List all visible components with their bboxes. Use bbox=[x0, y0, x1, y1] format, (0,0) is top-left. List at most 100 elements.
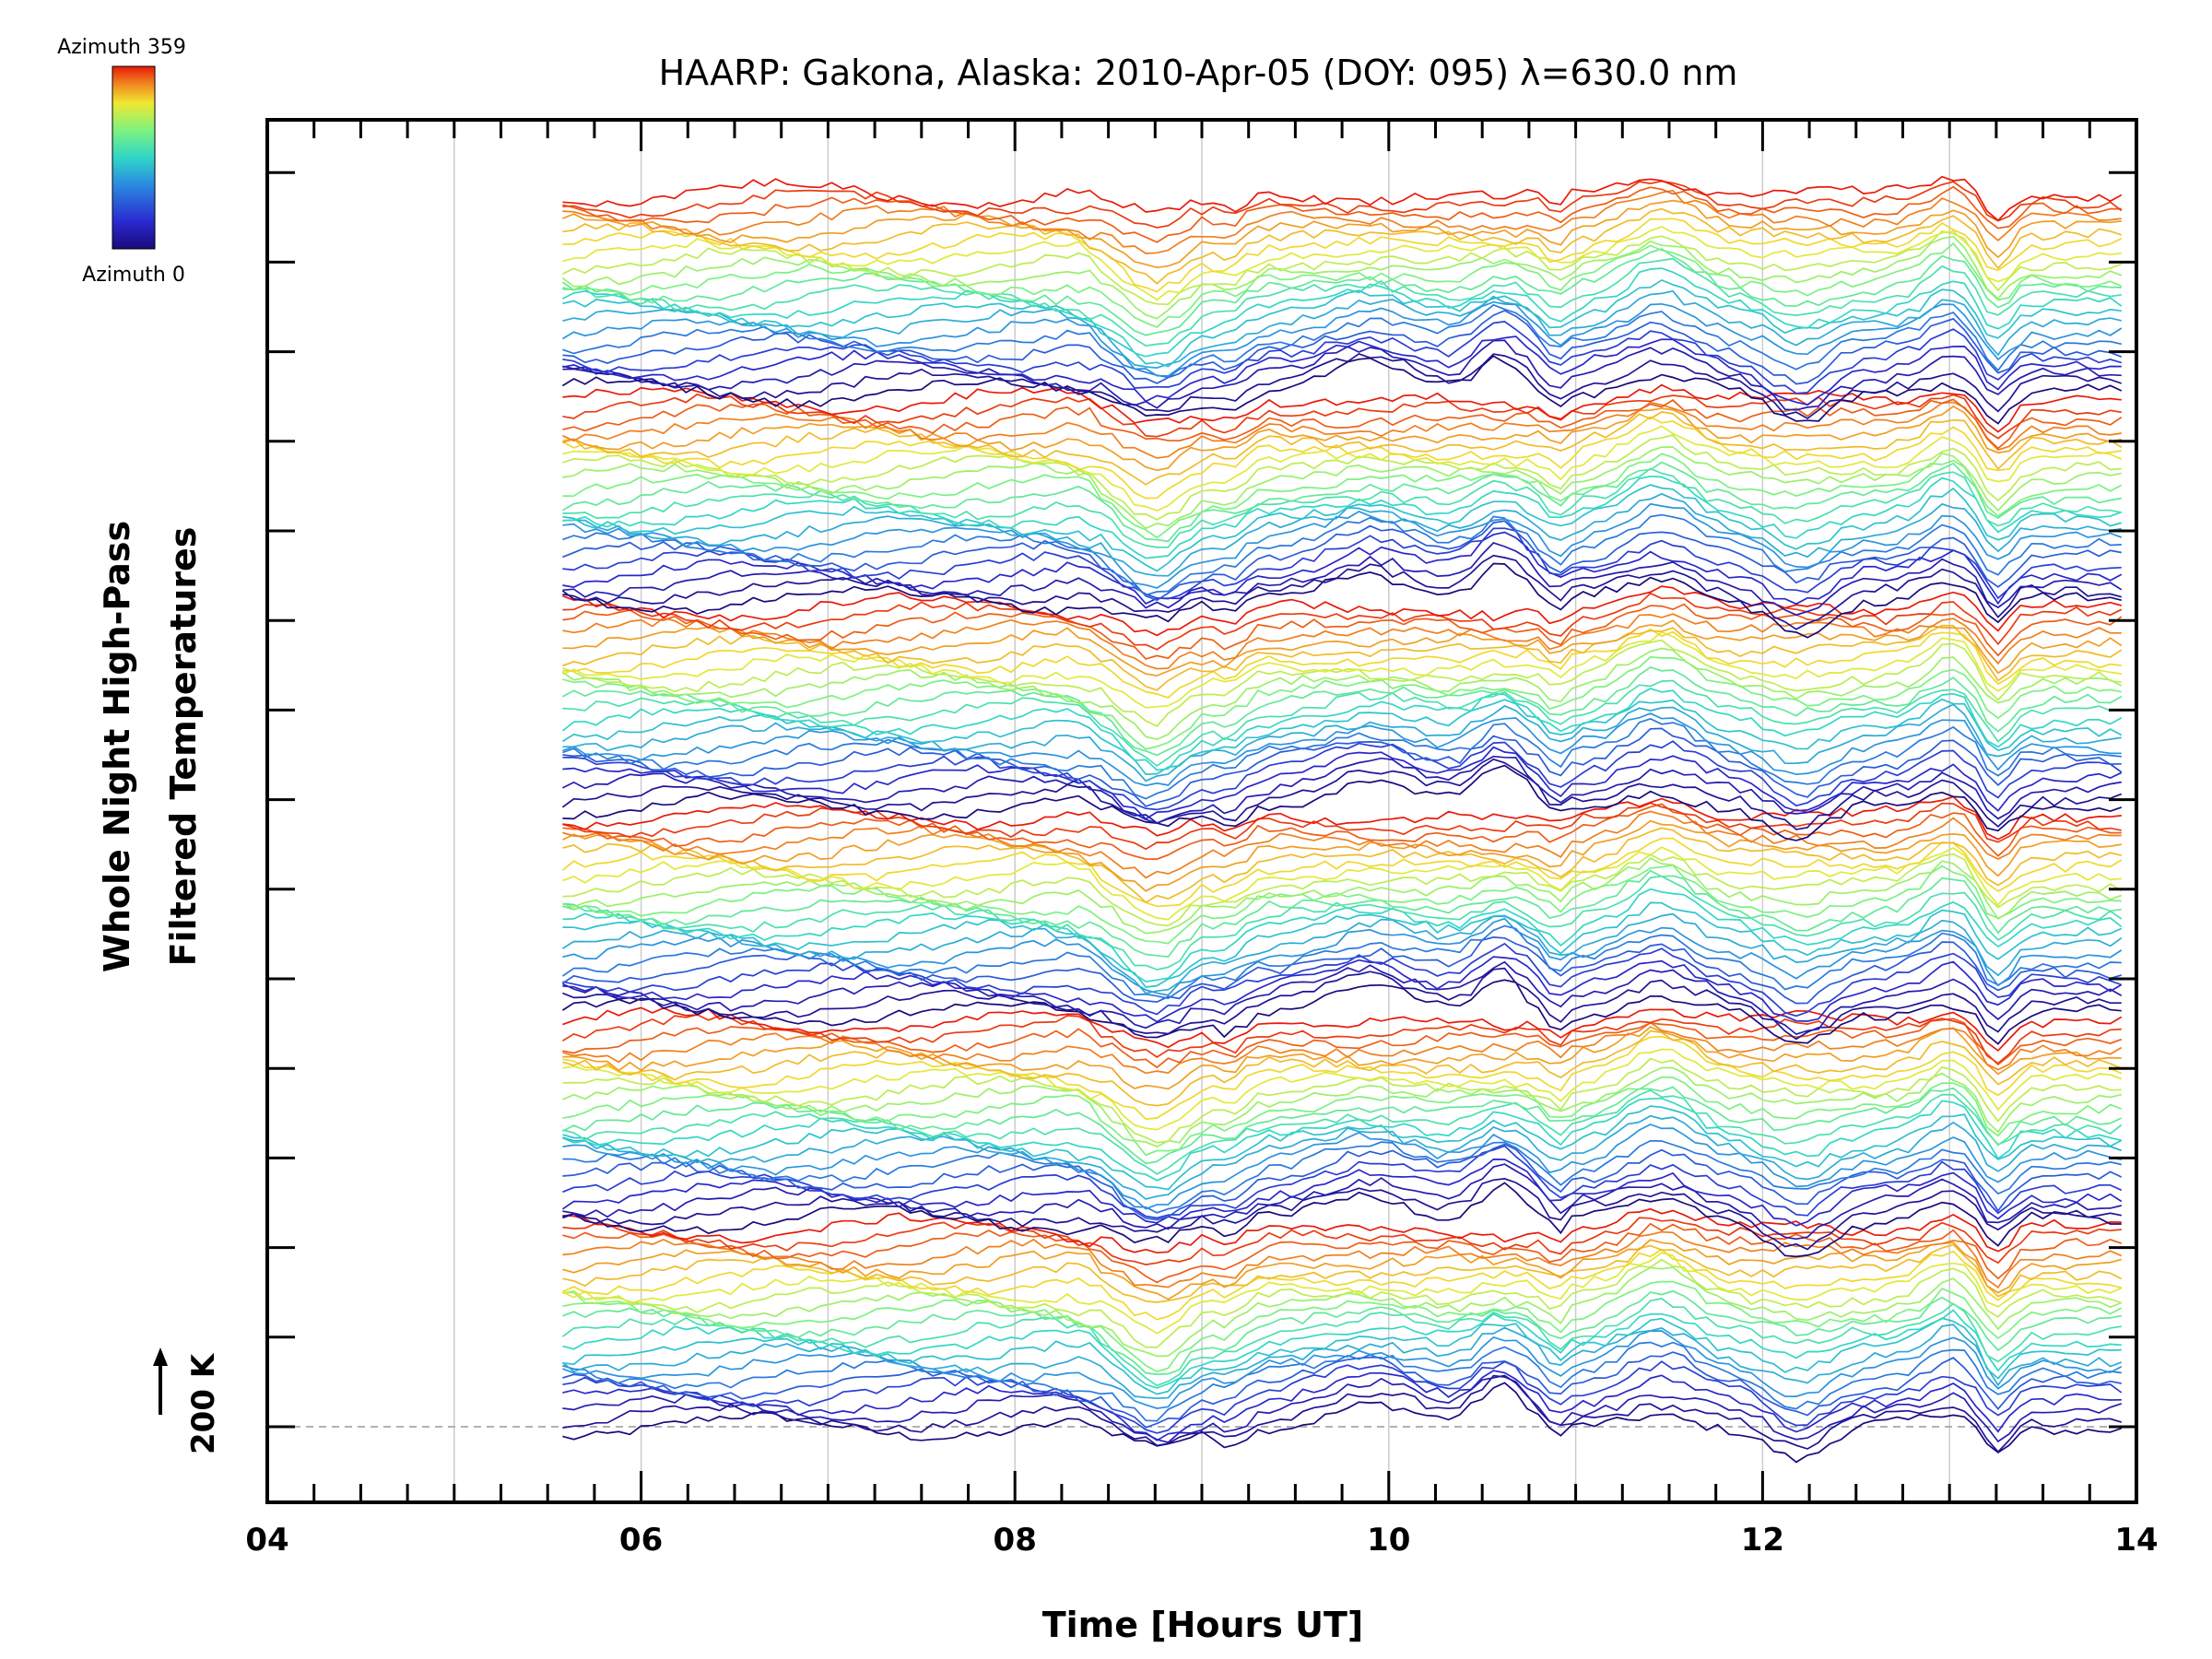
temperature-trace bbox=[562, 810, 2122, 879]
temperature-traces bbox=[561, 175, 2123, 1464]
temperature-trace bbox=[562, 1289, 2122, 1375]
temperature-trace bbox=[562, 827, 2123, 904]
temperature-trace bbox=[562, 401, 2122, 459]
scale-bar: 200 K bbox=[153, 1347, 222, 1454]
temperature-trace bbox=[561, 248, 2122, 336]
colorbar-bottom-label: Azimuth 0 bbox=[82, 264, 185, 287]
temperature-trace bbox=[561, 837, 2123, 908]
temperature-trace bbox=[562, 1018, 2123, 1069]
temperature-trace bbox=[562, 475, 2123, 559]
temperature-trace bbox=[562, 398, 2123, 450]
temperature-trace bbox=[561, 688, 2123, 771]
temperature-trace bbox=[562, 1143, 2123, 1221]
temperature-trace bbox=[562, 484, 2123, 572]
temperature-trace bbox=[562, 967, 2122, 1041]
temperature-trace bbox=[562, 335, 2122, 406]
temperature-trace bbox=[562, 746, 2123, 820]
temperature-trace bbox=[562, 1178, 2122, 1251]
temperature-trace bbox=[562, 434, 2122, 521]
temperature-trace bbox=[562, 502, 2123, 589]
y-axis-label: Whole Night High-Pass Filtered Temperatu… bbox=[97, 521, 204, 972]
temperature-trace bbox=[562, 917, 2123, 996]
temperature-trace bbox=[562, 405, 2122, 472]
temperature-trace bbox=[562, 416, 2122, 500]
temperature-trace bbox=[562, 603, 2123, 660]
temperature-trace bbox=[562, 1076, 2123, 1157]
temperature-trace bbox=[561, 647, 2123, 740]
temperature-trace bbox=[562, 321, 2123, 394]
colorbar: Azimuth 359 Azimuth 0 bbox=[57, 36, 186, 287]
temperature-trace bbox=[562, 1057, 2122, 1144]
temperature-trace bbox=[562, 630, 2122, 709]
scale-bar-label: 200 K bbox=[185, 1352, 222, 1454]
temperature-trace bbox=[562, 727, 2122, 807]
temperature-trace bbox=[562, 289, 2122, 369]
temperature-trace bbox=[562, 1021, 2123, 1075]
temperature-trace bbox=[562, 383, 2122, 433]
temperature-trace bbox=[562, 310, 2123, 385]
x-tick-label: 14 bbox=[2114, 1522, 2158, 1559]
temperature-trace bbox=[562, 1330, 2123, 1409]
temperature-trace bbox=[561, 912, 2123, 994]
temperature-trace bbox=[562, 393, 2122, 440]
temperature-trace bbox=[562, 303, 2122, 379]
temperature-trace bbox=[562, 712, 2122, 787]
temperature-trace bbox=[561, 355, 2123, 425]
x-tick-label: 10 bbox=[1367, 1522, 1410, 1559]
temperature-trace bbox=[561, 936, 2123, 1005]
temperature-trace bbox=[562, 960, 2123, 1036]
temperature-trace bbox=[562, 241, 2123, 328]
temperature-trace bbox=[562, 513, 2122, 596]
temperature-trace bbox=[562, 1139, 2122, 1214]
temperature-trace bbox=[561, 461, 2122, 543]
temperature-trace bbox=[562, 857, 2123, 935]
y-axis-label-line1: Whole Night High-Pass bbox=[97, 521, 137, 972]
temperature-trace bbox=[562, 425, 2123, 512]
temperature-trace bbox=[562, 1258, 2123, 1348]
x-tick-labels: 04 06 08 10 12 14 bbox=[245, 1522, 2158, 1559]
temperature-trace bbox=[562, 1207, 2122, 1254]
temperature-trace bbox=[562, 180, 2123, 229]
temperature-trace bbox=[562, 554, 2123, 630]
x-tick-label: 08 bbox=[994, 1522, 1037, 1559]
temperature-trace bbox=[562, 352, 2123, 420]
x-tick-label: 04 bbox=[245, 1522, 288, 1559]
temperature-trace bbox=[562, 1217, 2122, 1265]
temperature-trace bbox=[562, 1370, 2122, 1441]
temperature-trace bbox=[562, 592, 2123, 651]
temperature-trace bbox=[562, 1114, 2123, 1200]
temperature-trace bbox=[562, 218, 2123, 293]
temperature-trace bbox=[562, 942, 2123, 1018]
temperature-trace bbox=[562, 1252, 2123, 1335]
temperature-trace bbox=[562, 1374, 2123, 1453]
temperature-trace bbox=[561, 562, 2123, 639]
temperature-trace bbox=[562, 679, 2122, 768]
temperature-trace bbox=[562, 492, 2122, 577]
temperature-trace bbox=[561, 1297, 2122, 1387]
chart-title: HAARP: Gakona, Alaska: 2010-Apr-05 (DOY:… bbox=[659, 53, 1738, 93]
temperature-trace bbox=[562, 803, 2122, 860]
temperature-trace bbox=[562, 226, 2122, 301]
temperature-trace bbox=[562, 207, 2123, 285]
temperature-trace bbox=[562, 619, 2123, 677]
temperature-trace bbox=[562, 1222, 2123, 1284]
x-tick-label: 12 bbox=[1741, 1522, 1784, 1559]
temperature-trace bbox=[562, 278, 2122, 368]
temperature-trace bbox=[562, 1317, 2122, 1395]
temperature-trace bbox=[562, 1026, 2122, 1090]
x-tick-label: 06 bbox=[619, 1522, 663, 1559]
temperature-trace bbox=[562, 189, 2122, 254]
scale-bar-arrowhead bbox=[153, 1347, 168, 1366]
temperature-trace bbox=[561, 1014, 2122, 1065]
temperature-trace bbox=[562, 901, 2123, 988]
temperature-trace bbox=[562, 795, 2122, 841]
temperature-trace bbox=[562, 1248, 2122, 1321]
temperature-trace bbox=[562, 1182, 2122, 1258]
temperature-trace bbox=[562, 740, 2123, 811]
temperature-trace bbox=[562, 1066, 2122, 1148]
temperature-trace bbox=[562, 1243, 2123, 1303]
temperature-trace bbox=[562, 888, 2123, 982]
temperature-trace bbox=[562, 446, 2122, 530]
